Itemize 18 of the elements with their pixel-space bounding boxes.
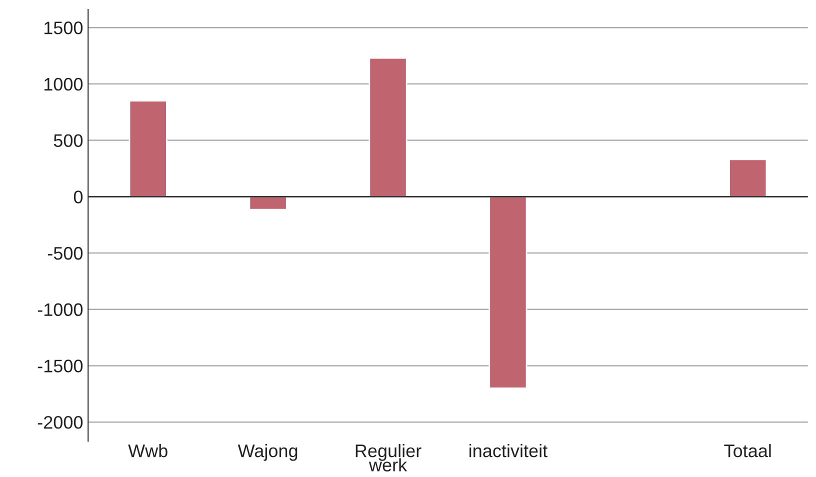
- y-tick-label: -1000: [38, 303, 83, 316]
- y-tick-label: 1500: [44, 22, 83, 34]
- x-tick-label: inactiviteit: [470, 444, 548, 458]
- x-tick-label: Wajong: [238, 444, 298, 461]
- bar: [368, 57, 408, 198]
- y-tick-label: 1000: [44, 78, 83, 91]
- x-tick-label: Wwb: [128, 444, 168, 458]
- bar: [728, 158, 768, 198]
- bar: [248, 196, 288, 210]
- y-tick-label: -1500: [38, 360, 83, 372]
- x-tick-label: Regulier werk: [356, 444, 422, 472]
- y-tick-label: 500: [54, 134, 83, 148]
- x-tick-label: Totaal: [724, 444, 771, 458]
- bar: [488, 196, 528, 389]
- y-tick-label: -500: [48, 246, 83, 260]
- bar: [128, 100, 168, 198]
- y-tick-label: -2000: [38, 416, 83, 429]
- y-tick-label: 0: [74, 190, 83, 204]
